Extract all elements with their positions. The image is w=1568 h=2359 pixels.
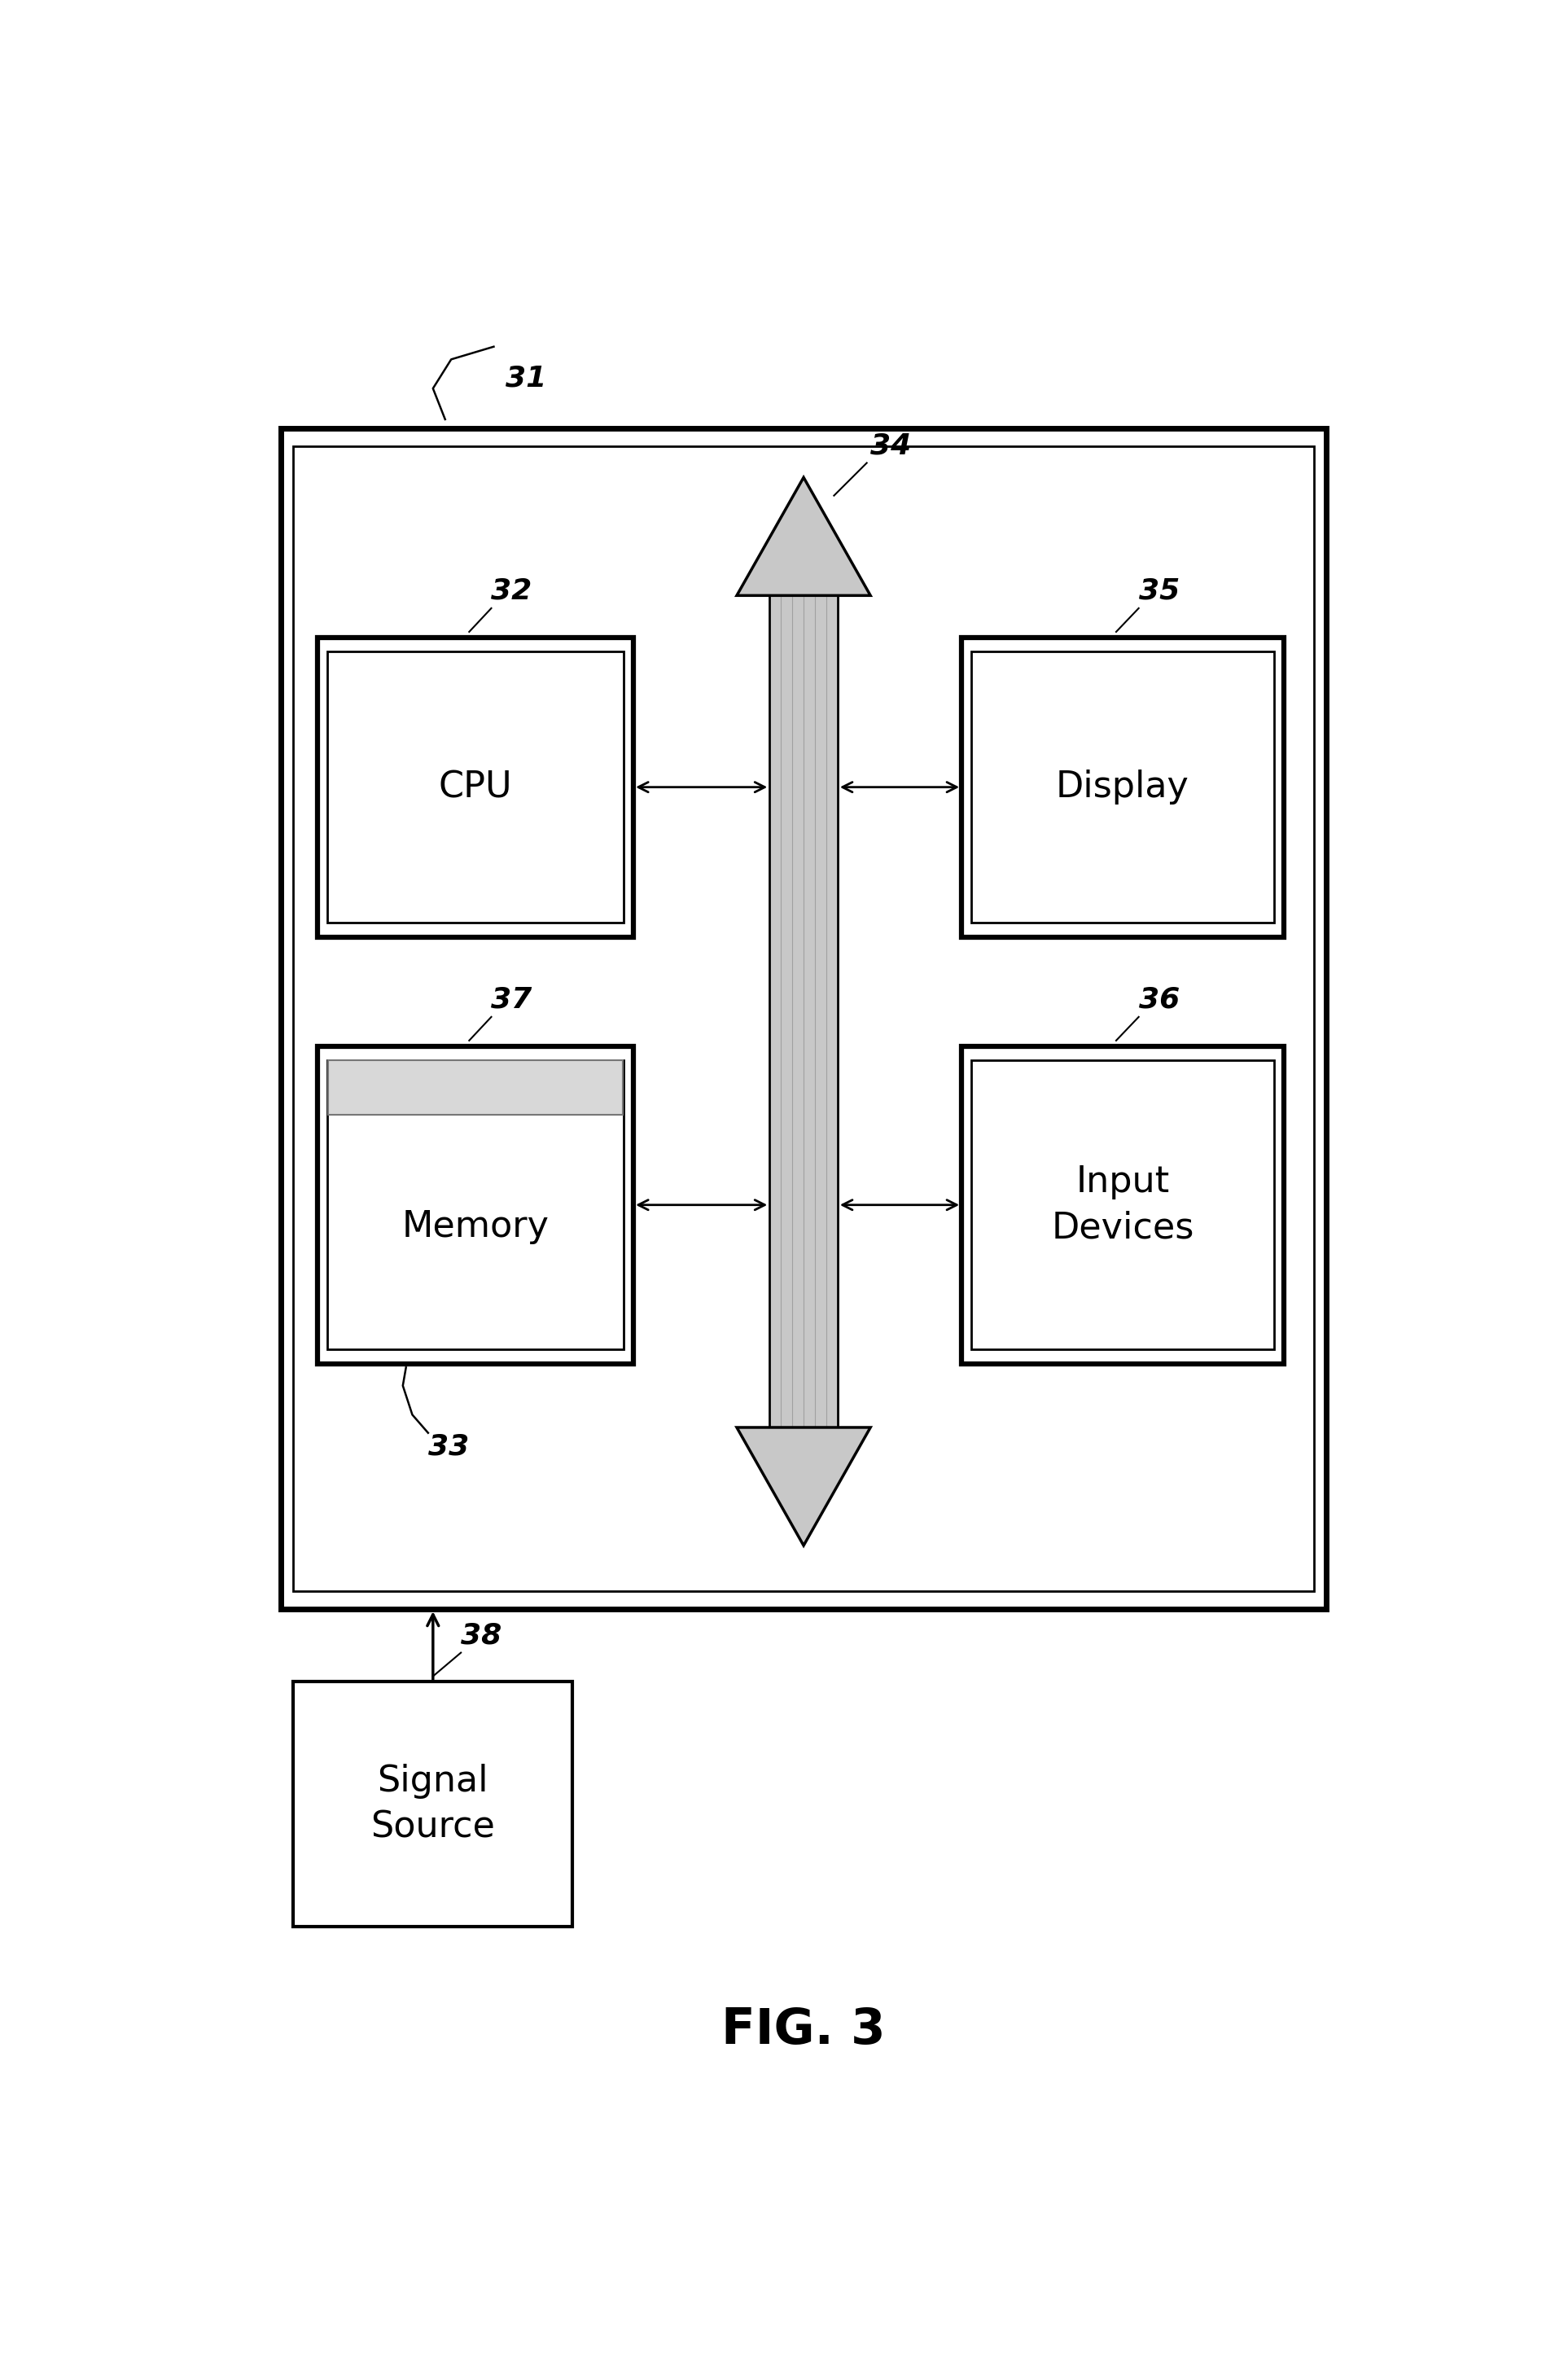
Text: 32: 32 bbox=[491, 578, 532, 604]
Text: 36: 36 bbox=[1138, 986, 1179, 1014]
Text: 31: 31 bbox=[506, 363, 547, 392]
Text: 34: 34 bbox=[870, 432, 911, 460]
Text: Display: Display bbox=[1055, 769, 1189, 804]
Text: 33: 33 bbox=[428, 1432, 469, 1460]
Bar bbox=[971, 651, 1273, 922]
Text: Signal
Source: Signal Source bbox=[370, 1765, 495, 1845]
Bar bbox=[328, 651, 624, 922]
Bar bbox=[281, 429, 1327, 1609]
Text: CPU: CPU bbox=[439, 769, 513, 804]
Bar bbox=[328, 1062, 624, 1349]
Bar bbox=[770, 594, 837, 1427]
Bar bbox=[961, 1045, 1284, 1364]
Text: 38: 38 bbox=[461, 1621, 502, 1649]
Bar bbox=[971, 1062, 1273, 1349]
Text: 35: 35 bbox=[1138, 578, 1179, 604]
Bar bbox=[318, 1045, 633, 1364]
Polygon shape bbox=[737, 477, 870, 594]
Text: Input
Devices: Input Devices bbox=[1051, 1165, 1193, 1246]
Text: Memory: Memory bbox=[401, 1210, 549, 1243]
Text: FIG. 3: FIG. 3 bbox=[721, 2008, 886, 2055]
Bar bbox=[293, 446, 1314, 1590]
Polygon shape bbox=[737, 1427, 870, 1545]
Bar bbox=[961, 637, 1284, 937]
Bar bbox=[293, 1682, 572, 1927]
Bar bbox=[318, 637, 633, 937]
Text: 37: 37 bbox=[491, 986, 532, 1014]
Bar bbox=[328, 1062, 622, 1116]
